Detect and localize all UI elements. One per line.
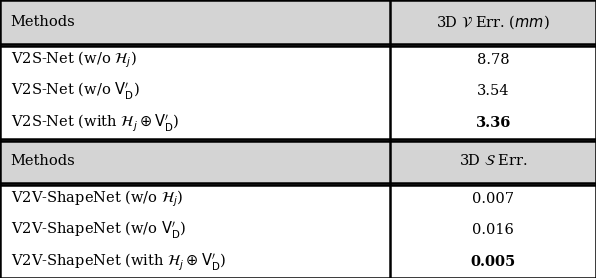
Text: 0.007: 0.007 xyxy=(472,192,514,206)
Text: V2V-ShapeNet (with $\mathcal{H}_j \oplus \mathrm{V^{\prime}_{D}}$): V2V-ShapeNet (with $\mathcal{H}_j \oplus… xyxy=(11,252,226,273)
Text: 3.36: 3.36 xyxy=(476,116,511,130)
Text: V2V-ShapeNet (w/o $\mathrm{V^{\prime}_{D}}$): V2V-ShapeNet (w/o $\mathrm{V^{\prime}_{D… xyxy=(11,220,186,241)
Text: 3D $\mathcal{V}$ Err. ($mm$): 3D $\mathcal{V}$ Err. ($mm$) xyxy=(436,13,550,31)
Text: 3D $\mathcal{S}$ Err.: 3D $\mathcal{S}$ Err. xyxy=(459,153,527,168)
Text: V2S-Net (w/o $\mathrm{V^{\prime}_{D}}$): V2S-Net (w/o $\mathrm{V^{\prime}_{D}}$) xyxy=(11,81,139,102)
Text: 0.005: 0.005 xyxy=(471,255,516,269)
Text: 0.016: 0.016 xyxy=(472,224,514,237)
Bar xyxy=(0,139,596,183)
Text: V2V-ShapeNet (w/o $\mathcal{H}_j$): V2V-ShapeNet (w/o $\mathcal{H}_j$) xyxy=(11,188,183,209)
Text: V2S-Net (w/o $\mathcal{H}_j$): V2S-Net (w/o $\mathcal{H}_j$) xyxy=(11,49,136,70)
Text: 3.54: 3.54 xyxy=(477,85,510,98)
Text: 8.78: 8.78 xyxy=(477,53,510,67)
Text: Methods: Methods xyxy=(11,154,76,168)
Bar xyxy=(0,0,596,44)
Text: V2S-Net (with $\mathcal{H}_j \oplus \mathrm{V^{\prime}_{D}}$): V2S-Net (with $\mathcal{H}_j \oplus \mat… xyxy=(11,113,179,134)
Text: Methods: Methods xyxy=(11,15,76,29)
